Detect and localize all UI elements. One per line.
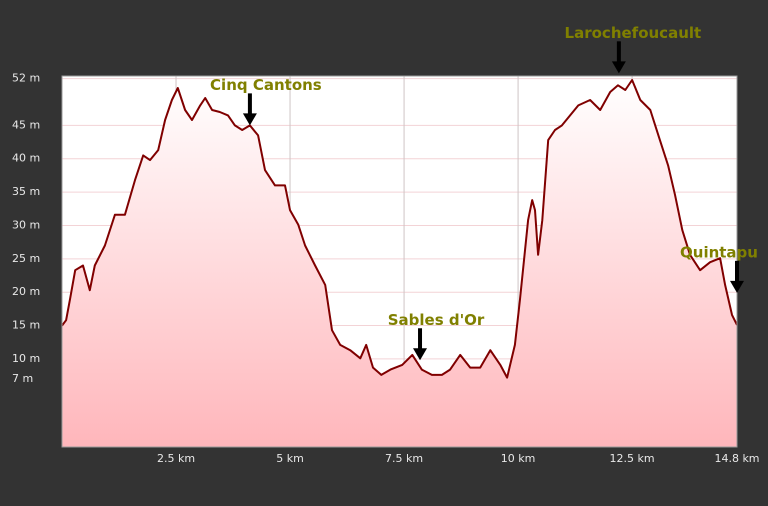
y-tick-label: 35 m bbox=[12, 185, 40, 198]
annotation-arrow bbox=[413, 328, 428, 361]
annotation-label: Larochefoucault bbox=[565, 24, 702, 42]
y-tick-label: 30 m bbox=[12, 218, 40, 231]
arrow-head bbox=[413, 348, 428, 361]
y-tick-label: 10 m bbox=[12, 352, 40, 365]
arrow-head bbox=[242, 113, 257, 126]
arrow-head bbox=[730, 280, 744, 293]
annotation-label: Cinq Cantons bbox=[210, 76, 322, 94]
y-tick-label: 20 m bbox=[12, 285, 40, 298]
annotation-arrow bbox=[730, 260, 744, 293]
annotation-arrow bbox=[242, 93, 257, 126]
x-tick-label: 2.5 km bbox=[157, 452, 195, 465]
y-tick-label: 45 m bbox=[12, 118, 40, 131]
x-tick-label: 7.5 km bbox=[385, 452, 423, 465]
labels: 7 m 10 m 15 m 20 m 25 m 30 m 35 m 40 m 45 m 52 m 2… bbox=[12, 24, 760, 465]
elevation-area bbox=[62, 80, 737, 447]
arrow-head bbox=[611, 61, 626, 74]
y-tick-label: 40 m bbox=[12, 152, 40, 165]
annotation-label: Sables d'Or bbox=[388, 311, 485, 329]
annotation-arrow bbox=[611, 41, 626, 74]
y-tick-label: 52 m bbox=[12, 72, 40, 85]
elevation-line bbox=[61, 79, 738, 379]
y-tick-label: 25 m bbox=[12, 252, 40, 265]
x-tick-label: 14.8 km bbox=[714, 452, 759, 465]
x-tick-label: 5 km bbox=[276, 452, 304, 465]
plot bbox=[61, 79, 738, 447]
y-tick-label: 7 m bbox=[12, 372, 33, 385]
x-tick-label: 10 km bbox=[501, 452, 536, 465]
x-tick-label: 12.5 km bbox=[610, 452, 655, 465]
annotation-label: Quintapu bbox=[680, 243, 758, 261]
y-tick-label: 15 m bbox=[12, 319, 40, 332]
